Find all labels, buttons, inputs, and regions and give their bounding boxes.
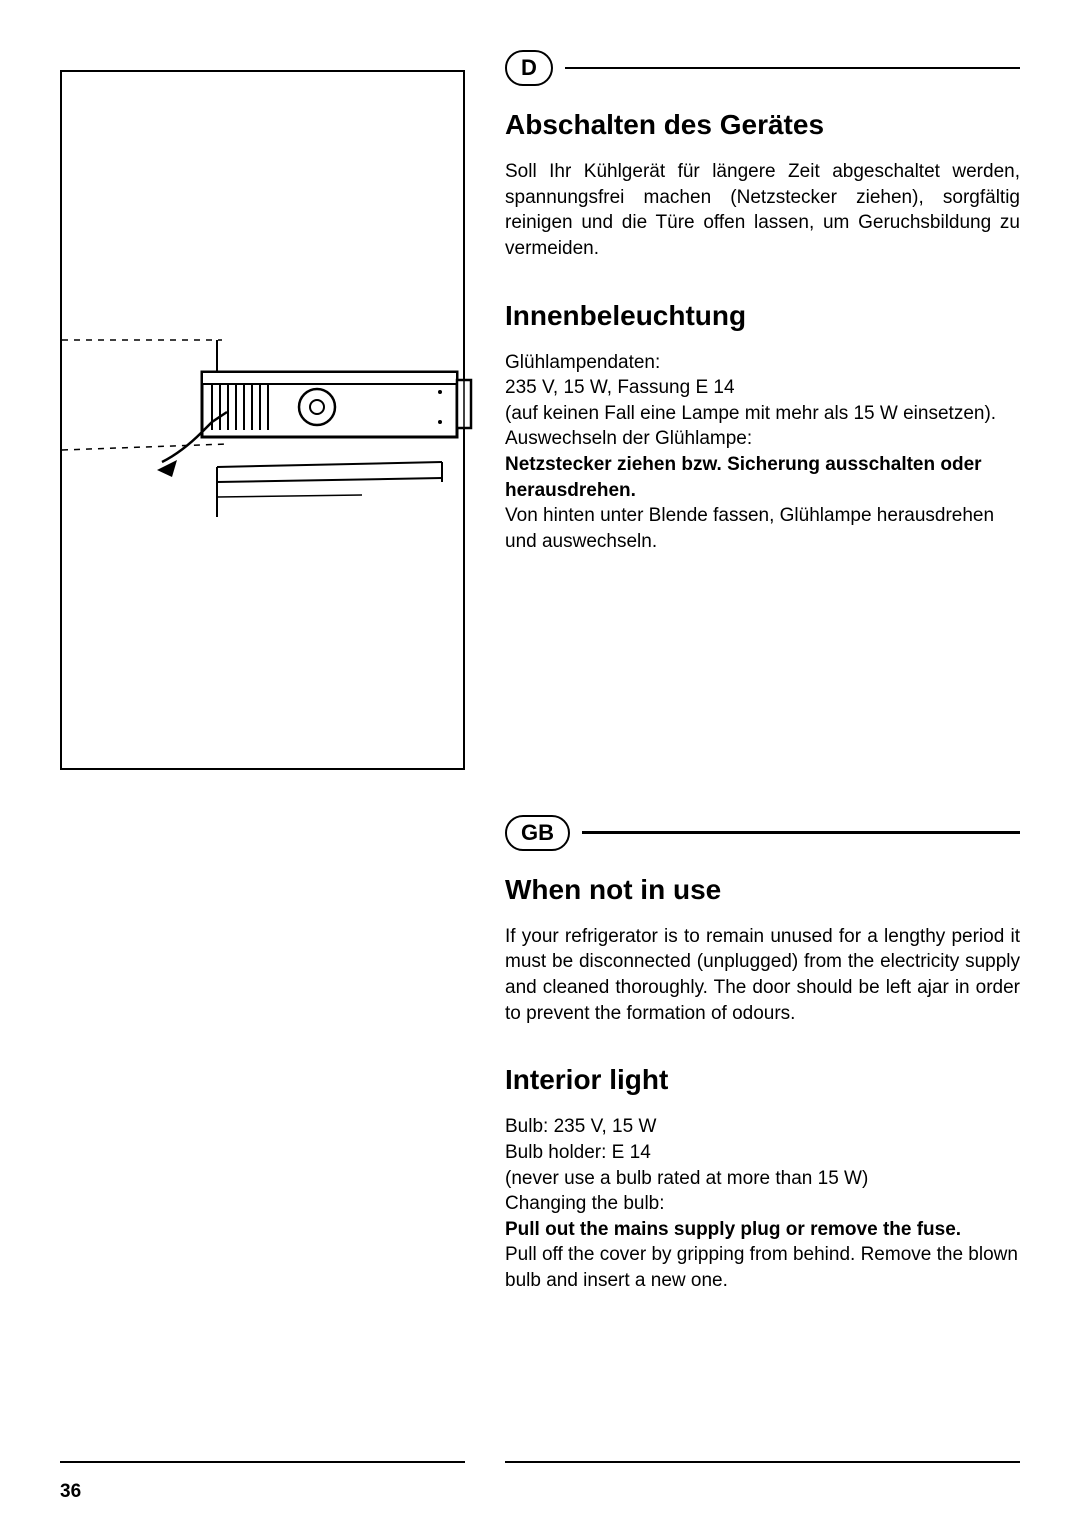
left-column bbox=[60, 50, 465, 1493]
text-line: (never use a bulb rated at more than 15 … bbox=[505, 1168, 868, 1189]
text-line: (auf keinen Fall eine Lampe mit mehr als… bbox=[505, 403, 996, 424]
text-line: Auswechseln der Glühlampe: bbox=[505, 428, 752, 449]
bottom-rules bbox=[60, 1461, 1020, 1464]
text-line: Changing the bulb: bbox=[505, 1193, 665, 1214]
bottom-rule-right bbox=[505, 1461, 1020, 1464]
paragraph-abschalten: Soll Ihr Kühlgerät für längere Zeit abge… bbox=[505, 159, 1020, 262]
text-line: Glühlampendaten: bbox=[505, 352, 660, 373]
text-line: Pull off the cover by gripping from behi… bbox=[505, 1244, 1018, 1291]
text-line-bold: Netzstecker ziehen bzw. Sicherung aussch… bbox=[505, 454, 982, 501]
language-badge-row-de: D bbox=[505, 50, 1020, 86]
paragraph-interior-light: Bulb: 235 V, 15 W Bulb holder: E 14 (nev… bbox=[505, 1114, 1020, 1293]
divider-line bbox=[582, 831, 1020, 834]
manual-page: D Abschalten des Gerätes Soll Ihr Kühlge… bbox=[0, 0, 1080, 1533]
language-badge-gb: GB bbox=[505, 815, 570, 851]
text-line: Bulb: 235 V, 15 W bbox=[505, 1116, 656, 1137]
text-line: 235 V, 15 W, Fassung E 14 bbox=[505, 377, 735, 398]
divider-line bbox=[565, 67, 1020, 70]
paragraph-when-not-in-use: If your refrigerator is to remain unused… bbox=[505, 924, 1020, 1027]
vertical-spacer bbox=[505, 585, 1020, 815]
heading-innenbeleuchtung: Innenbeleuchtung bbox=[505, 300, 1020, 332]
text-line-bold: Pull out the mains supply plug or remove… bbox=[505, 1219, 961, 1240]
heading-interior-light: Interior light bbox=[505, 1064, 1020, 1096]
language-badge-row-gb: GB bbox=[505, 815, 1020, 851]
diagram-frame bbox=[60, 70, 465, 770]
bottom-rule-left bbox=[60, 1461, 465, 1464]
page-number: 36 bbox=[60, 1481, 81, 1503]
paragraph-innenbeleuchtung: Glühlampendaten: 235 V, 15 W, Fassung E … bbox=[505, 350, 1020, 555]
heading-abschalten: Abschalten des Gerätes bbox=[505, 109, 1020, 141]
right-column: D Abschalten des Gerätes Soll Ihr Kühlge… bbox=[505, 50, 1020, 1493]
text-line: Bulb holder: E 14 bbox=[505, 1142, 651, 1163]
text-line: Von hinten unter Blende fassen, Glühlamp… bbox=[505, 505, 994, 552]
bulb-diagram-icon bbox=[62, 322, 473, 522]
heading-when-not-in-use: When not in use bbox=[505, 874, 1020, 906]
language-badge-de: D bbox=[505, 50, 553, 86]
